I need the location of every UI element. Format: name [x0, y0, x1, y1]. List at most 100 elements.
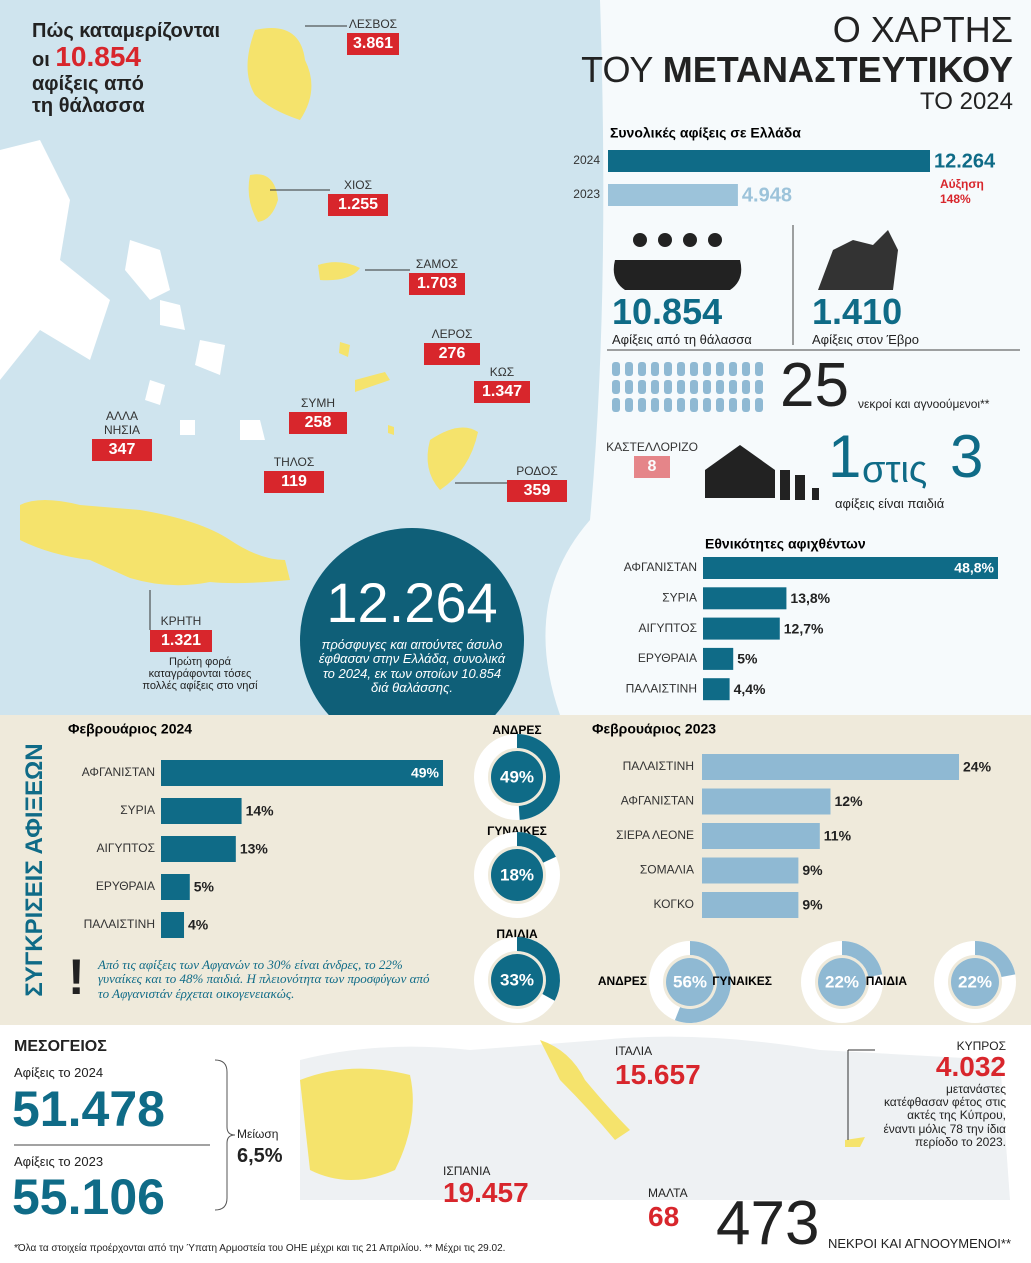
category-label: ΚΟΓΚΟ [653, 897, 694, 911]
stat-value: 55.106 [12, 1169, 165, 1225]
chart-title: Φεβρουάριος 2023 [592, 721, 716, 737]
category-label: ΕΡΥΘΡΑΙΑ [96, 879, 155, 893]
person-icon [638, 398, 646, 412]
raft-icon [613, 260, 742, 290]
person-icon [638, 362, 646, 376]
country-value: 19.457 [443, 1177, 529, 1208]
header: Ο ΧΑΡΤΗΣ ΤΟΥ ΜΕΤΑΝΑΣΤΕΥΤΙΚΟΥ ΤΟ 2024 [581, 10, 1013, 116]
footnote: *Όλα τα στοιχεία προέρχονται από την Ύπα… [14, 1243, 506, 1254]
donut-core [951, 958, 999, 1006]
stat-label: Αφίξεις το 2023 [14, 1154, 104, 1169]
stat-value: 10.854 [612, 291, 723, 332]
text: Πώς καταμερίζονται [32, 20, 221, 42]
title-line: Ο ΧΑΡΤΗΣ [832, 9, 1013, 50]
stat-value: 25 [780, 351, 849, 420]
value-label: 4.948 [742, 184, 792, 206]
family-icon [780, 470, 819, 500]
person-icon [729, 362, 737, 376]
category-label: ΠΑΙΔΙΑ [496, 927, 538, 941]
brace [214, 1059, 236, 1211]
stat-label: Μείωση [237, 1127, 279, 1141]
donut-core [491, 954, 543, 1006]
stat-label: νεκροί και αγνοούμενοι** [858, 397, 990, 411]
place-name: ΣΑΜΟΣ [415, 257, 459, 271]
category-label: ΑΦΓΑΝΙΣΤΑΝ [82, 765, 155, 779]
person-icon [664, 362, 672, 376]
category-label: ΑΦΓΑΝΙΣΤΑΝ [624, 560, 697, 574]
total-circle [300, 528, 524, 752]
person-icon [716, 398, 724, 412]
value-label: 13% [240, 841, 269, 857]
stat-value: 51.478 [12, 1081, 165, 1137]
person-icon [677, 398, 685, 412]
place-value: 1.321 [150, 630, 212, 652]
stat-label: αφίξεις είναι παιδιά [835, 496, 945, 511]
title-line: ΤΟΥ ΜΕΤΑΝΑΣΤΕΥΤΙΚΟΥ [581, 48, 1013, 90]
person-icon [729, 380, 737, 394]
spain [300, 1068, 413, 1180]
stat-label: Αφίξεις από τη θάλασσα [612, 332, 752, 347]
lesvos [247, 28, 312, 120]
value-label: 56% [673, 972, 707, 991]
bar [702, 892, 799, 918]
exclamation: ! [68, 949, 85, 1005]
person-icon [651, 362, 659, 376]
bar [608, 184, 738, 206]
text: οι [32, 49, 50, 71]
donut-arc [841, 941, 883, 978]
stat-label: Αφίξεις στον Έβρο [812, 332, 919, 347]
category-label: ΣΥΡΙΑ [662, 590, 697, 604]
value-label: 11% [824, 828, 852, 844]
title-line: ΤΟ 2024 [920, 88, 1013, 116]
value-label: 48,8% [954, 560, 994, 576]
chart-title: Φεβρουάριος 2024 [68, 721, 192, 737]
country-name: ΜΑΛΤΑ [648, 1186, 688, 1200]
place-name: ΧΙΟΣ [343, 178, 373, 192]
dodecanese [339, 342, 394, 435]
donut-core [491, 751, 543, 803]
person-head [658, 233, 672, 247]
category-label: ΣΟΜΑΛΙΑ [640, 863, 694, 877]
category-label: ΠΑΛΑΙΣΤΙΝΗ [84, 917, 155, 931]
stat-label: ΝΕΚΡΟΙ ΚΑΙ ΑΓΝΟΟΥΜΕΝΟΙ** [828, 1236, 1012, 1251]
person-icon [716, 362, 724, 376]
annotation: 148% [940, 192, 971, 206]
bar [161, 798, 242, 824]
value-label: 24% [963, 759, 992, 775]
category-label: ΓΥΝΑΙΚΕΣ [712, 974, 772, 988]
section-title: ΣΥΓΚΡΙΣΕΙΣ ΑΦΙΞΕΩΝ [20, 743, 48, 997]
stat-value: 473 [716, 1189, 820, 1258]
person-icon [755, 362, 763, 376]
place-name: ΚΑΣΤΕΛΛΟΡΙΖΟ [606, 440, 698, 454]
value-label: 22% [958, 972, 992, 991]
bar [702, 857, 799, 884]
stat-word: στις [862, 449, 928, 491]
person-head [683, 233, 697, 247]
donut-arc [516, 937, 560, 1001]
person-icon [729, 398, 737, 412]
person-icon [703, 380, 711, 394]
bar [161, 912, 185, 938]
value-label: 12.264 [934, 150, 996, 172]
person-icon [755, 398, 763, 412]
category-label: ΑΦΓΑΝΙΣΤΑΝ [621, 794, 694, 808]
value-label: 14% [246, 803, 275, 819]
person-icon [677, 362, 685, 376]
value-label: 22% [825, 972, 859, 991]
category-label: ΑΝΔΡΕΣ [598, 974, 647, 988]
med-land [300, 1036, 1010, 1200]
value-label: 4% [188, 917, 209, 933]
value-label: 49% [500, 767, 534, 786]
person-icon [742, 380, 750, 394]
chart-title: Εθνικότητες αφιχθέντων [705, 536, 866, 552]
text: ΜΕΤΑΝΑΣΤΕΥΤΙΚΟΥ [662, 48, 1013, 90]
person-icon [716, 380, 724, 394]
number: 10.854 [55, 41, 141, 72]
category-label: ΑΙΓΥΠΤΟΣ [97, 841, 155, 855]
note: Από τις αφίξεις των Αφγανών το 30% είναι… [98, 957, 430, 1001]
place-name: ΚΡΗΤΗ [160, 614, 202, 628]
chios [248, 174, 278, 222]
rhodes [427, 427, 478, 490]
